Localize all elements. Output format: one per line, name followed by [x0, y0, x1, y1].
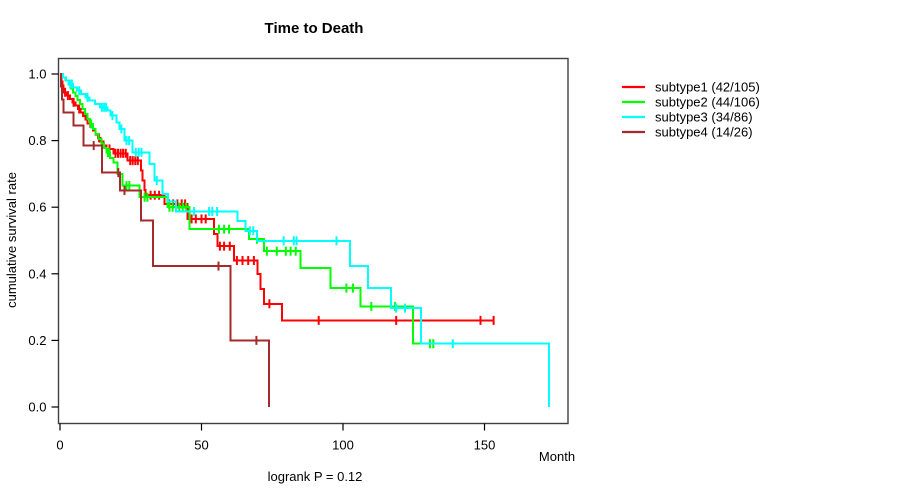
y-tick-label: 0.8: [28, 133, 46, 148]
legend-label-subtype2: subtype2 (44/106): [655, 95, 760, 110]
logrank-annotation: logrank P = 0.12: [268, 469, 363, 484]
y-tick-label: 0.6: [28, 200, 46, 215]
censor-marks-subtype4: [92, 141, 258, 345]
chart-title: Time to Death: [265, 20, 364, 37]
legend: subtype1 (42/105)subtype2 (44/106)subtyp…: [622, 80, 760, 140]
x-tick-label: 150: [474, 438, 496, 453]
survival-curve-subtype3: [60, 73, 550, 407]
y-tick-label: 0.0: [28, 400, 46, 415]
legend-label-subtype1: subtype1 (42/105): [655, 80, 760, 95]
x-axis-ticks: 0 50 100 150: [56, 423, 496, 453]
y-axis-label: cumulative survival rate: [4, 172, 19, 308]
x-tick-label: 100: [332, 438, 354, 453]
y-tick-label: 0.4: [28, 266, 46, 281]
y-tick-label: 0.2: [28, 333, 46, 348]
x-tick-label: 0: [56, 438, 63, 453]
y-axis-ticks: 0.0 0.2 0.4 0.6 0.8 1.0: [28, 67, 59, 415]
censor-marks-subtype1: [64, 87, 495, 325]
plot-frame: [57, 57, 569, 425]
x-axis-label: Month: [539, 449, 575, 464]
x-tick-label: 50: [194, 438, 208, 453]
censor-marks-subtype3: [69, 79, 454, 349]
plot-frame-group: [57, 57, 569, 425]
survival-curves: [59, 73, 550, 407]
survival-curve-subtype2: [60, 73, 435, 345]
legend-label-subtype3: subtype3 (34/86): [655, 110, 753, 125]
y-tick-label: 1.0: [28, 67, 46, 82]
survival-curve-subtype4: [59, 73, 270, 407]
survival-curve-subtype1: [59, 73, 495, 322]
legend-label-subtype4: subtype4 (14/26): [655, 125, 753, 140]
